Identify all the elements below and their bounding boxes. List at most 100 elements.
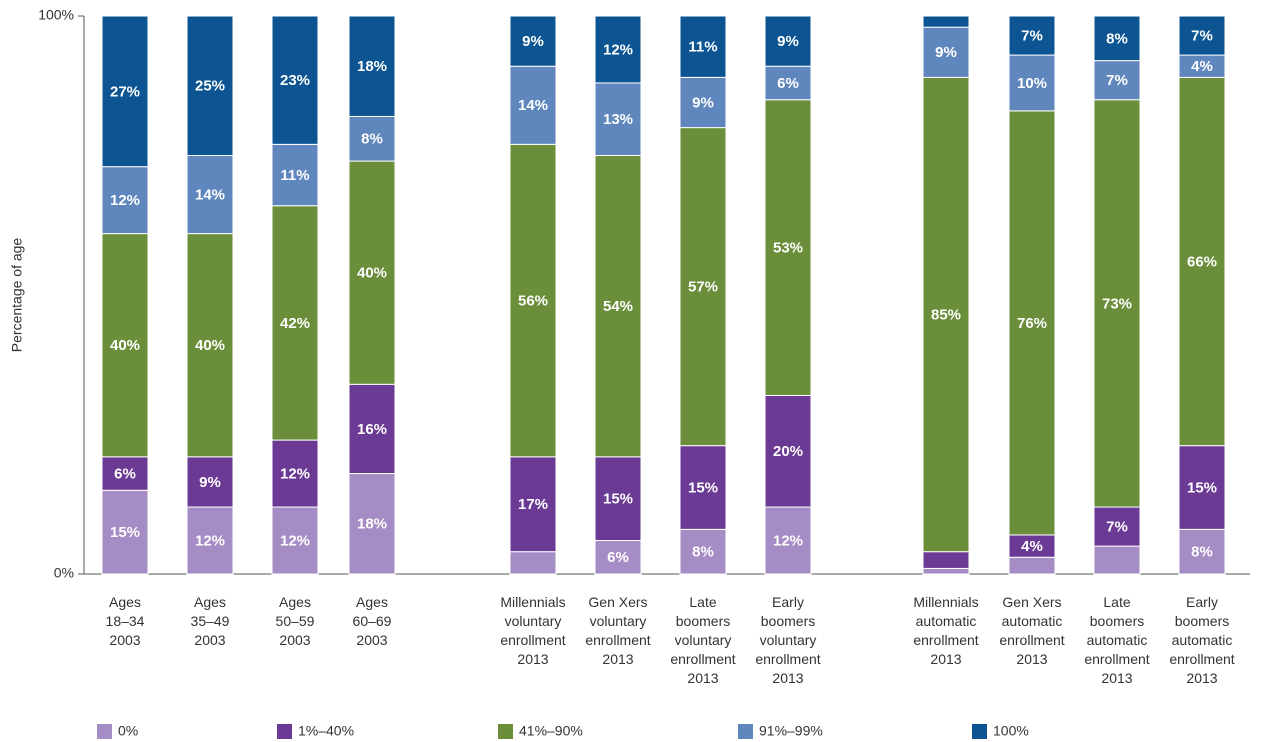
data-label: 27% <box>110 83 140 100</box>
data-label: 9% <box>692 94 714 111</box>
data-label: 40% <box>110 337 140 354</box>
bar-segment <box>764 15 812 67</box>
data-label: 10% <box>1017 75 1047 92</box>
x-tick-label-line: Millennials <box>500 594 565 610</box>
bar-segment <box>679 15 727 78</box>
data-label: 7% <box>1191 27 1213 44</box>
x-tick-label-line: Gen Xers <box>1002 594 1061 610</box>
x-tick-label-line: 2013 <box>772 670 803 686</box>
x-tick-label-line: 35–49 <box>191 613 230 629</box>
data-label: 15% <box>603 491 633 508</box>
data-label: 6% <box>777 75 799 92</box>
data-label: 4% <box>1021 538 1043 555</box>
data-label: 42% <box>280 315 310 332</box>
x-tick-label-line: 2013 <box>930 651 961 667</box>
bar-segment <box>764 506 812 575</box>
bar-segment <box>1178 528 1226 575</box>
x-tick-label: Ages 35–49 2003 <box>191 594 230 648</box>
x-tick-label-line: Ages <box>279 594 311 610</box>
legend-label: 91%–99% <box>759 723 823 739</box>
data-label: 12% <box>110 192 140 209</box>
data-label: 4% <box>1191 58 1213 75</box>
x-tick-label-line: voluntary <box>590 613 647 629</box>
bar-segment <box>922 567 970 575</box>
bar-segment <box>764 394 812 508</box>
bar-segment <box>1008 556 1056 575</box>
x-tick-label-line: 50–59 <box>276 613 315 629</box>
data-label: 40% <box>195 337 225 354</box>
x-tick-label-line: boomers <box>1175 613 1229 629</box>
y-tick-label: 0% <box>54 565 74 581</box>
data-label: 9% <box>522 33 544 50</box>
bar-segment <box>348 160 396 385</box>
bar-segment <box>186 506 234 575</box>
x-tick-label: Late boomers automatic enrollment 2013 <box>1084 594 1149 686</box>
data-label: 12% <box>603 41 633 58</box>
legend-label: 41%–90% <box>519 723 583 739</box>
bar-segment <box>1008 54 1056 112</box>
legend-swatch <box>738 724 753 739</box>
data-label: 53% <box>773 240 803 257</box>
x-tick-label-line: enrollment <box>1084 651 1149 667</box>
y-tick-label: 100% <box>38 7 74 23</box>
data-label: 14% <box>518 97 548 114</box>
bar-segment <box>271 506 319 575</box>
x-tick-label-line: automatic <box>1172 632 1233 648</box>
bar-segment <box>271 439 319 508</box>
data-label: 23% <box>280 72 310 89</box>
x-tick-label: Early boomers automatic enrollment 2013 <box>1169 594 1234 686</box>
x-tick-label-line: Gen Xers <box>588 594 647 610</box>
data-label: 6% <box>607 549 629 566</box>
data-label: 15% <box>110 524 140 541</box>
data-label: 54% <box>603 298 633 315</box>
x-tick-label-line: voluntary <box>505 613 562 629</box>
data-label: 7% <box>1106 72 1128 89</box>
data-label: 85% <box>931 306 961 323</box>
bar-segment <box>922 26 970 78</box>
data-label: 16% <box>357 421 387 438</box>
x-tick-label-line: boomers <box>1090 613 1144 629</box>
bar-segment <box>509 456 557 553</box>
data-label: 7% <box>1106 519 1128 536</box>
x-tick-label-line: enrollment <box>999 632 1064 648</box>
data-label: 8% <box>361 131 383 148</box>
data-label: 12% <box>280 466 310 483</box>
bar-segment <box>186 15 234 156</box>
bar-segment <box>186 155 234 235</box>
x-tick-label-line: 2013 <box>1186 670 1217 686</box>
x-tick-label-line: 2013 <box>687 670 718 686</box>
data-label: 11% <box>280 167 309 184</box>
bar-segment <box>348 473 396 575</box>
data-label: 12% <box>280 532 310 549</box>
bar-segment <box>348 15 396 117</box>
x-tick-label-line: enrollment <box>585 632 650 648</box>
legend-swatch <box>498 724 513 739</box>
x-tick-label-line: boomers <box>676 613 730 629</box>
x-tick-label-line: automatic <box>916 613 977 629</box>
bar-segment <box>922 15 970 28</box>
x-tick-label-line: enrollment <box>1169 651 1234 667</box>
x-tick-label: Millennials automatic enrollment 2013 <box>913 594 978 667</box>
x-tick-label-line: Ages <box>109 594 141 610</box>
x-tick-label-line: Millennials <box>913 594 978 610</box>
data-label: 12% <box>195 532 225 549</box>
data-label: 15% <box>688 479 718 496</box>
x-tick-label: Millennials voluntary enrollment 2013 <box>500 594 565 667</box>
bar-segment <box>679 528 727 575</box>
data-label: 56% <box>518 293 548 310</box>
bar-segment <box>922 76 970 553</box>
x-tick-label-line: 2003 <box>356 632 387 648</box>
bar-segment <box>1093 60 1141 101</box>
x-tick-label-line: Late <box>689 594 716 610</box>
data-label: 73% <box>1102 295 1132 312</box>
data-label: 25% <box>195 78 225 95</box>
x-tick-label-line: Late <box>1103 594 1130 610</box>
bar-segment <box>101 233 149 458</box>
bar-segment <box>594 15 642 84</box>
x-tick-label: Ages 60–69 2003 <box>353 594 392 648</box>
bar-segment <box>101 456 149 491</box>
data-label: 12% <box>773 532 803 549</box>
x-tick-label-line: 2013 <box>1016 651 1047 667</box>
x-tick-label-line: 18–34 <box>106 613 145 629</box>
